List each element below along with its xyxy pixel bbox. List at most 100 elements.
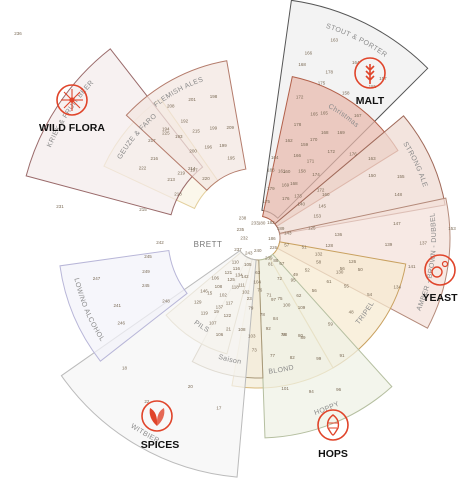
beer-number: 52: [305, 267, 311, 272]
beer-number: 199: [210, 125, 218, 130]
beer-number: 80: [298, 333, 304, 338]
beer-number: 17: [216, 406, 222, 411]
beer-number: 57: [284, 242, 290, 247]
beer-number: 143: [284, 231, 292, 236]
beer-number: 219: [178, 171, 186, 176]
beer-number: 76: [257, 287, 263, 292]
wild-flora-label: WILD FLORA: [39, 122, 105, 134]
beer-number: 241: [113, 303, 121, 308]
beer-number: 248: [162, 298, 170, 303]
beer-number: 158: [298, 169, 306, 174]
beer-number: 21: [226, 327, 232, 332]
beer-number: 49: [293, 272, 299, 277]
beer-number: 168: [298, 62, 306, 67]
beer-number: 100: [283, 302, 291, 307]
beer-number: 77: [270, 353, 276, 358]
center-number: 226: [270, 245, 278, 250]
beer-number: 199: [219, 143, 227, 148]
beer-number: 82: [290, 355, 296, 360]
yeast-label: YEAST: [422, 292, 458, 304]
center-number: 243: [245, 251, 253, 256]
beer-number: 172: [296, 94, 304, 99]
beer-number: 134: [393, 284, 401, 289]
sector-blond-label-text: BLOND: [268, 364, 294, 375]
beer-number: 103: [248, 334, 256, 339]
beer-number: 172: [328, 149, 336, 154]
sector-blond-label: BLOND: [268, 364, 295, 375]
beer-number: 119: [201, 310, 209, 315]
wild-flora-category: WILD FLORA: [39, 84, 105, 134]
beer-number: 176: [349, 151, 357, 156]
beer-number: 159: [301, 142, 309, 147]
dandelion-icon: [56, 84, 88, 116]
beer-number: 104: [253, 280, 261, 285]
beer-number: 108: [238, 327, 246, 332]
center-number: 232: [240, 235, 248, 240]
center-label: BRETT: [194, 240, 223, 249]
beer-number: 102: [219, 293, 227, 298]
number-layer: 1831751581681661811621641721631681751651…: [14, 31, 456, 411]
beer-number: 56: [312, 288, 318, 293]
beer-number: 198: [210, 94, 218, 99]
beer-number: 163: [368, 156, 376, 161]
yeast-cell-icon: [424, 254, 456, 286]
beer-number: 97: [271, 297, 277, 302]
beer-number: 99: [316, 356, 322, 361]
outlier-number: 215: [139, 207, 147, 212]
hops-category: HOPS: [317, 409, 349, 460]
beer-number: 217: [148, 138, 156, 143]
beer-number: 165: [320, 111, 328, 116]
beer-number: 110: [232, 260, 240, 265]
beer-number: 74: [281, 332, 287, 337]
beer-number: 117: [226, 301, 234, 306]
beer-number: 71: [266, 293, 272, 298]
sector-layer: [25, 0, 451, 478]
beer-number: 61: [326, 279, 332, 284]
beer-number: 168: [321, 130, 329, 135]
beer-number: 19: [214, 309, 220, 314]
malt-label: MALT: [356, 95, 385, 107]
beer-number: 220: [202, 176, 210, 181]
beer-number: 122: [224, 313, 232, 318]
beer-number: 95: [291, 277, 297, 282]
beer-number: 142: [241, 274, 249, 279]
beer-number: 145: [319, 203, 327, 208]
outlier-number: 153: [448, 226, 456, 231]
sector-kriek-fruit: [25, 48, 204, 216]
outlier-number: 231: [56, 204, 64, 209]
center-number: 233: [251, 220, 259, 225]
beer-number: 164: [271, 155, 279, 160]
beer-number: 146: [200, 289, 208, 294]
beer-number: 108: [215, 284, 223, 289]
beer-number: 67: [279, 261, 285, 266]
beer-number: 175: [262, 199, 270, 204]
beer-number: 178: [294, 122, 302, 127]
beer-number: 161: [278, 169, 286, 174]
beer-number: 173: [294, 194, 302, 199]
beer-number: 58: [316, 259, 322, 264]
beer-number: 218: [174, 192, 182, 197]
beer-number: 193: [175, 134, 183, 139]
center-number: 186: [268, 236, 276, 241]
beer-number: 72: [277, 276, 283, 281]
beer-number: 174: [312, 172, 320, 177]
beer-number: 126: [349, 259, 357, 264]
beer-number: 54: [367, 292, 373, 297]
beer-number: 56: [340, 266, 346, 271]
spices-category: SPICES: [141, 400, 179, 451]
beer-number: 171: [307, 159, 315, 164]
beer-number: 22: [144, 399, 150, 404]
beer-number: 181: [369, 84, 377, 89]
beer-number: 75: [277, 296, 283, 301]
beer-number: 111: [238, 282, 245, 287]
beer-number: 92: [266, 326, 272, 331]
leaves-icon: [141, 400, 173, 432]
beer-number: 214: [188, 166, 196, 171]
beer-number: 246: [118, 321, 126, 326]
center-number: 180: [258, 221, 266, 226]
beer-number: 96: [336, 387, 342, 392]
beer-number: 50: [358, 267, 364, 272]
beer-number: 170: [310, 137, 318, 142]
beer-number: 59: [328, 322, 334, 327]
